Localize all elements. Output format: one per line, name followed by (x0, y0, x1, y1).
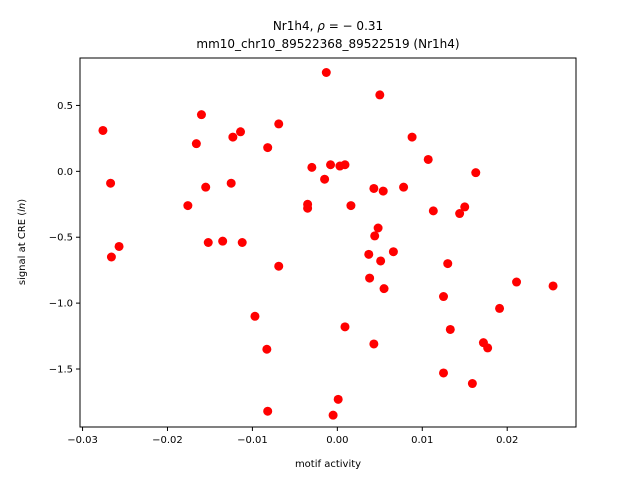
data-point (114, 241, 124, 251)
axes-frame (79, 57, 577, 428)
data-point (274, 119, 284, 129)
chart-title-line2: mm10_chr10_89522368_89522519 (Nr1h4) (196, 37, 459, 51)
data-point (373, 223, 383, 233)
data-point (250, 311, 260, 321)
data-point (375, 90, 385, 100)
data-point (303, 203, 313, 213)
data-point (378, 186, 388, 196)
data-point (428, 206, 438, 216)
y-axis: 0.5 0.0 −0.5 −1.0 −1.5 (49, 101, 80, 376)
data-point (399, 182, 409, 192)
data-point (407, 132, 417, 142)
x-tick-label: 0.02 (496, 435, 518, 446)
data-point (340, 160, 350, 170)
data-point (467, 379, 477, 389)
data-point (439, 368, 449, 378)
chart-title-line1: Nr1h4, ρ = − 0.31 (273, 19, 383, 33)
data-point (364, 249, 374, 259)
y-tick-label: 0.5 (57, 101, 73, 112)
data-point (388, 247, 398, 257)
data-point (228, 132, 238, 142)
data-point (191, 139, 201, 149)
data-point (346, 201, 356, 211)
data-point (321, 68, 331, 77)
data-point (106, 178, 116, 188)
x-axis: −0.03 −0.02 −0.01 0.00 0.01 0.02 (67, 427, 518, 446)
data-point (201, 182, 211, 192)
y-tick-label: −0.5 (49, 233, 73, 244)
y-axis-label: signal at CRE (ln) (17, 199, 28, 285)
data-point (512, 277, 522, 287)
data-point (423, 154, 433, 164)
data-point (445, 324, 455, 334)
data-point (369, 339, 379, 349)
data-point (379, 284, 389, 294)
x-tick-label: −0.03 (67, 435, 98, 446)
data-point (98, 125, 108, 135)
data-point (320, 174, 330, 184)
data-point (307, 162, 317, 172)
data-point (376, 256, 386, 266)
data-point (365, 273, 375, 283)
data-point (196, 110, 206, 120)
data-point (203, 238, 213, 247)
x-tick-label: −0.02 (152, 435, 183, 446)
y-tick-label: −1.5 (49, 365, 73, 376)
data-point (483, 343, 493, 353)
plot-area (98, 68, 558, 420)
data-point (455, 209, 465, 219)
data-point (237, 238, 247, 247)
data-point (328, 410, 338, 420)
data-point (333, 394, 343, 404)
x-tick-label: −0.01 (237, 435, 268, 446)
data-point (369, 183, 379, 193)
x-tick-label: 0.01 (411, 435, 433, 446)
data-point (370, 231, 380, 241)
data-point (460, 202, 470, 212)
data-point (236, 127, 246, 137)
data-point (495, 303, 505, 313)
x-axis-label: motif activity (295, 459, 361, 470)
data-point (263, 143, 273, 153)
data-point (443, 259, 453, 269)
data-point (226, 178, 236, 188)
data-point (262, 344, 272, 354)
data-point (106, 252, 116, 262)
y-tick-label: −1.0 (49, 299, 73, 310)
y-tick-label: 0.0 (57, 167, 73, 178)
data-point (548, 281, 558, 291)
data-point (218, 236, 228, 246)
rho-symbol: ρ (317, 19, 325, 33)
data-point (439, 292, 449, 302)
data-point (471, 168, 481, 178)
data-point (326, 160, 336, 170)
data-point (263, 406, 273, 416)
data-point (274, 261, 284, 271)
data-point (183, 201, 193, 211)
x-tick-label: 0.00 (326, 435, 348, 446)
data-point (340, 322, 350, 332)
